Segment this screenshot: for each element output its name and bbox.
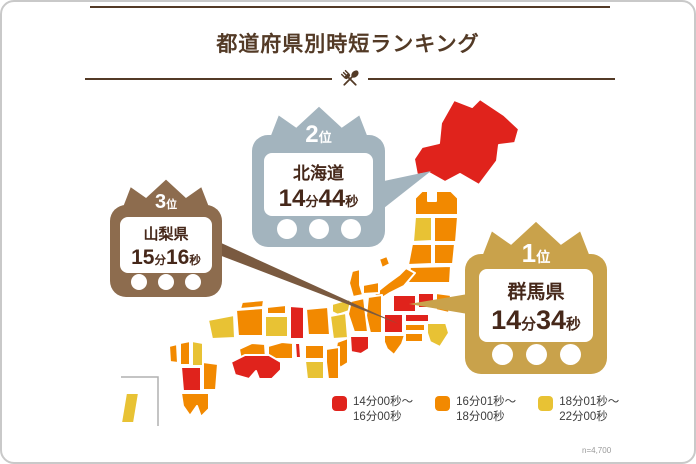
rank3-callout: 3位 山梨県 15分16秒	[110, 179, 222, 297]
prefecture-aichi	[349, 335, 370, 355]
prefecture-yamanashi	[383, 313, 404, 334]
legend-swatch-orange	[435, 396, 451, 411]
prefecture-yamagata	[407, 243, 433, 266]
prefecture-shizuoka	[383, 334, 406, 356]
legend-item-orange: 16分01秒～ 18分00秒	[435, 395, 516, 425]
bottom-divider	[85, 68, 615, 90]
rank3-dots	[110, 274, 222, 290]
prefecture-okinawa	[120, 392, 140, 424]
rank3-panel: 山梨県 15分16秒	[120, 217, 212, 273]
rank1-dots	[465, 344, 607, 365]
prefecture-aomori	[414, 190, 459, 216]
prefecture-okayama	[264, 315, 289, 338]
fork-spoon-icon	[340, 69, 359, 86]
rank3-time: 15分16秒	[131, 245, 201, 269]
prefecture-yamaguchi	[207, 314, 236, 340]
rank1-callout: 1位 群馬県 14分34秒	[465, 221, 607, 374]
prefecture-shimane	[239, 299, 265, 310]
prefecture-kumamoto	[180, 366, 202, 392]
sample-size-note: n=4,700	[582, 446, 612, 455]
rank1-time: 14分34秒	[491, 305, 581, 335]
prefecture-hiroshima	[235, 307, 264, 337]
prefecture-saitama	[404, 313, 430, 323]
pointer-rank2-hokkaido	[384, 171, 431, 208]
pointer-rank3-yamanashi	[219, 242, 399, 324]
badge-dot	[158, 274, 174, 290]
page-title: 都道府県別時短ランキング	[216, 33, 480, 56]
legend-item-red: 14分00秒～ 16分00秒	[332, 395, 413, 425]
rank1-label: 1位	[521, 238, 551, 268]
prefecture-tokushima	[294, 342, 302, 359]
top-divider	[90, 6, 610, 8]
legend-swatch-red	[332, 396, 347, 411]
rank1-prefecture: 群馬県	[507, 282, 565, 303]
prefecture-akita	[412, 216, 433, 243]
prefecture-wakayama	[304, 360, 325, 380]
prefecture-nara	[325, 346, 340, 380]
prefecture-kyoto	[305, 306, 331, 336]
badge-dot	[340, 219, 361, 239]
rank1-panel: 群馬県 14分34秒	[479, 269, 593, 342]
prefecture-chiba	[426, 322, 450, 348]
prefecture-gifu	[347, 297, 369, 333]
rank3-prefecture: 山梨県	[143, 225, 189, 243]
legend-swatch-yellow	[538, 396, 554, 411]
badge-dot	[491, 344, 513, 365]
rank3-label: 3位	[154, 191, 178, 213]
badge-dot	[559, 344, 581, 365]
prefecture-ishikawa	[348, 268, 364, 298]
legend-item-yellow: 18分01秒～ 22分00秒	[538, 395, 619, 425]
legend: 14分00秒～ 16分00秒 16分01秒～ 18分00秒 18分01秒～ 22分00…	[332, 395, 619, 425]
okinawa-inset-bracket	[121, 376, 159, 426]
prefecture-tottori	[266, 304, 287, 315]
rank2-label: 2位	[305, 121, 332, 148]
badge-dot	[185, 274, 201, 290]
prefecture-kochi	[230, 354, 282, 380]
prefecture-gunma	[392, 294, 417, 313]
prefecture-miyazaki	[202, 361, 219, 391]
prefecture-toyama	[362, 281, 380, 295]
prefecture-nagasaki	[168, 343, 179, 364]
badge-dot	[131, 274, 147, 290]
prefecture-kagoshima	[180, 392, 210, 418]
badge-dot	[276, 219, 297, 239]
rank2-dots	[252, 219, 385, 239]
prefecture-oita	[191, 340, 204, 367]
prefecture-miyagi	[433, 243, 456, 265]
prefecture-hokkaido	[413, 98, 520, 186]
rank2-prefecture: 北海道	[293, 163, 344, 183]
rank2-time: 14分44秒	[278, 184, 359, 212]
prefecture-hyogo	[289, 305, 305, 340]
badge-dot	[525, 344, 547, 365]
prefecture-iwate	[433, 216, 459, 243]
rank2-panel: 北海道 14分44秒	[264, 153, 373, 216]
prefecture-kanagawa	[404, 332, 424, 343]
prefecture-osaka	[304, 344, 325, 360]
badge-dot	[308, 219, 329, 239]
prefecture-shiga	[329, 312, 349, 340]
pointer-rank1-gunma	[409, 294, 468, 314]
prefecture-tokyo	[404, 323, 426, 332]
rank2-callout: 2位 北海道 14分44秒	[252, 106, 385, 247]
sado-island	[378, 255, 391, 269]
prefecture-fukuoka	[179, 340, 191, 366]
